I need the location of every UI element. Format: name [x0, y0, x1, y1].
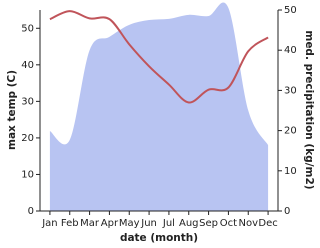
y2-tick-label: 40 [284, 45, 297, 56]
x-tick-label: Aug [179, 218, 199, 229]
y2-tick-label: 10 [284, 166, 297, 177]
x-tick-label: Sep [199, 218, 218, 229]
y2-tick-label: 30 [284, 85, 297, 96]
x-tick-label: Apr [101, 218, 119, 229]
x-tick-label: Jun [140, 218, 157, 229]
x-tick-label: May [119, 218, 140, 229]
y2-tick-label: 20 [284, 126, 297, 137]
y-tick-label: 0 [28, 206, 34, 217]
x-tick-label: Jul [162, 218, 175, 229]
x-tick-label: Jan [41, 218, 57, 229]
y-tick-label: 50 [21, 23, 34, 34]
temp-line [49, 10, 269, 104]
x-tick-label: Dec [258, 218, 277, 229]
y-axis-label: max temp (C) [6, 70, 18, 150]
y-tick-label: 30 [21, 96, 34, 107]
y2-tick-label: 0 [284, 206, 290, 217]
y2-axis-label: med. precipitation (kg/m2) [303, 30, 315, 189]
y-tick-label: 10 [21, 169, 34, 180]
x-tick-label: Oct [220, 218, 237, 229]
precipitation-area [49, 2, 269, 212]
y-tick-label: 20 [21, 133, 34, 144]
y2-tick-label: 50 [284, 5, 297, 16]
y-tick-label: 40 [21, 60, 34, 71]
x-tick-label: Nov [238, 218, 258, 229]
x-tick-label: Feb [61, 218, 79, 229]
x-tick-label: Mar [80, 218, 100, 229]
x-axis-label: date (month) [120, 232, 198, 244]
